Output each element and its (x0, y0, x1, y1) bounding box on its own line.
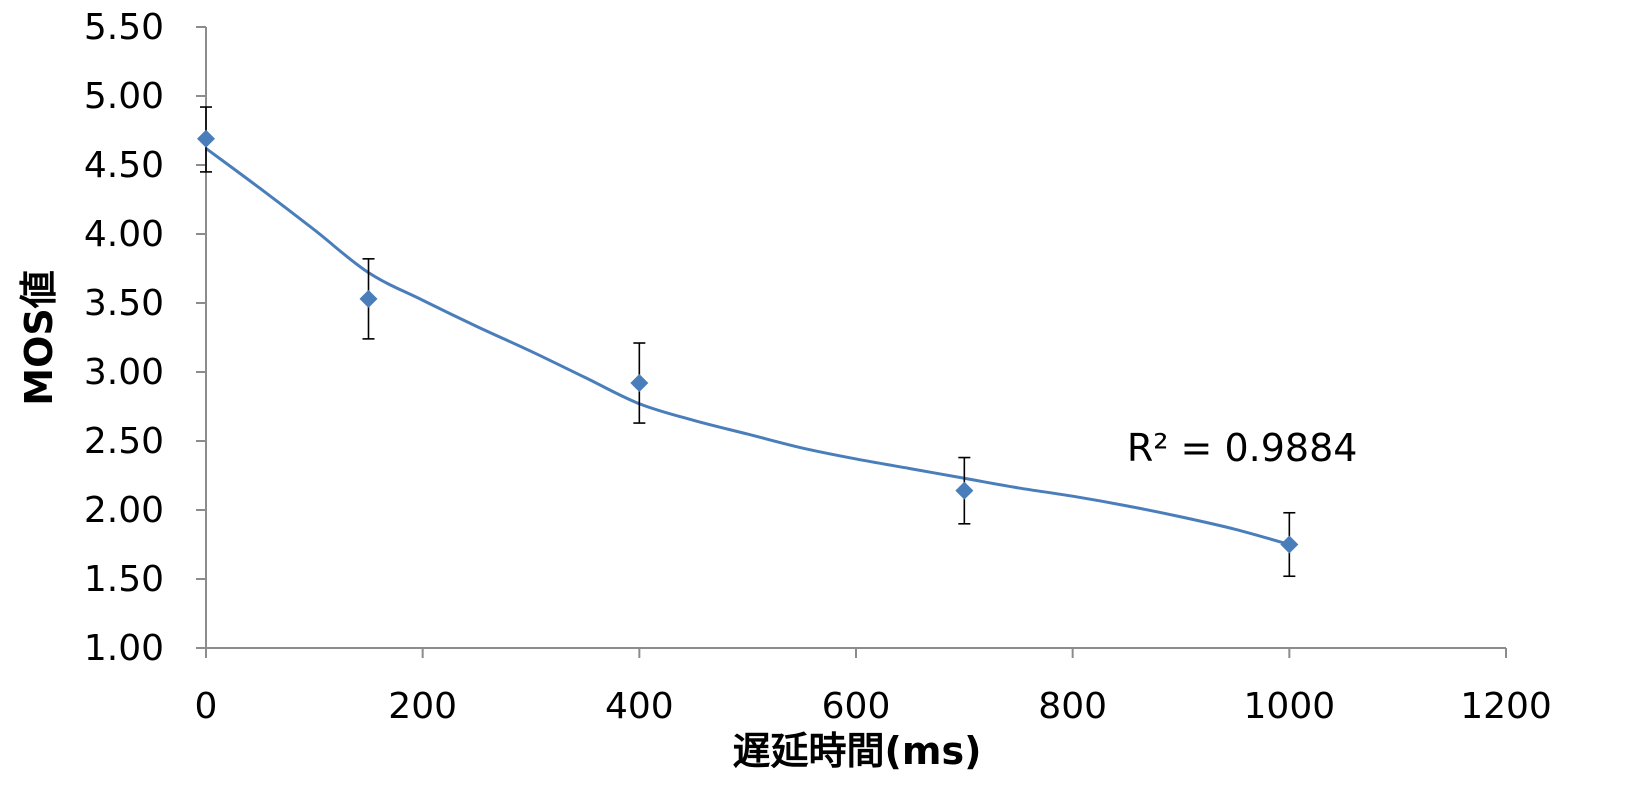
axes (205, 27, 1506, 649)
y-tick-label: 4.50 (84, 145, 164, 186)
y-tick-label: 3.00 (84, 352, 164, 393)
data-point (630, 374, 649, 393)
y-tick-label: 5.50 (84, 7, 164, 48)
x-tick-label: 800 (1038, 686, 1107, 727)
annotations: R² = 0.9884 (1127, 426, 1358, 470)
y-axis-title: MOS値 (17, 270, 61, 406)
y-axis-ticks: 1.00 1.50 2.00 2.50 3.00 3.50 4.00 4.50 5.00 5.50 (84, 7, 206, 669)
y-tick-label: 1.50 (84, 559, 164, 600)
x-tick-label: 400 (605, 686, 674, 727)
x-tick-label: 0 (195, 686, 218, 727)
x-tick-label: 1000 (1244, 686, 1336, 727)
x-tick-label: 200 (388, 686, 457, 727)
x-axis-ticks: 0 200 400 600 800 1000 1200 (195, 648, 1552, 727)
x-tick-label: 600 (822, 686, 891, 727)
trendline (205, 147, 1290, 546)
x-tick-label: 1200 (1460, 686, 1552, 727)
y-tick-label: 1.00 (84, 628, 164, 669)
y-tick-label: 2.00 (84, 490, 164, 531)
data-point (197, 129, 215, 148)
data-points (197, 129, 1299, 554)
y-tick-label: 3.50 (84, 283, 164, 324)
data-point (1280, 535, 1299, 554)
data-point (955, 481, 974, 500)
y-tick-label: 5.00 (84, 76, 164, 117)
trendline-group (205, 147, 1290, 546)
y-tick-label: 4.00 (84, 214, 164, 255)
x-axis-title: 遅延時間(ms) (733, 729, 982, 773)
y-tick-label: 2.50 (84, 421, 164, 462)
data-point (359, 289, 378, 308)
r-squared-label: R² = 0.9884 (1127, 426, 1358, 470)
